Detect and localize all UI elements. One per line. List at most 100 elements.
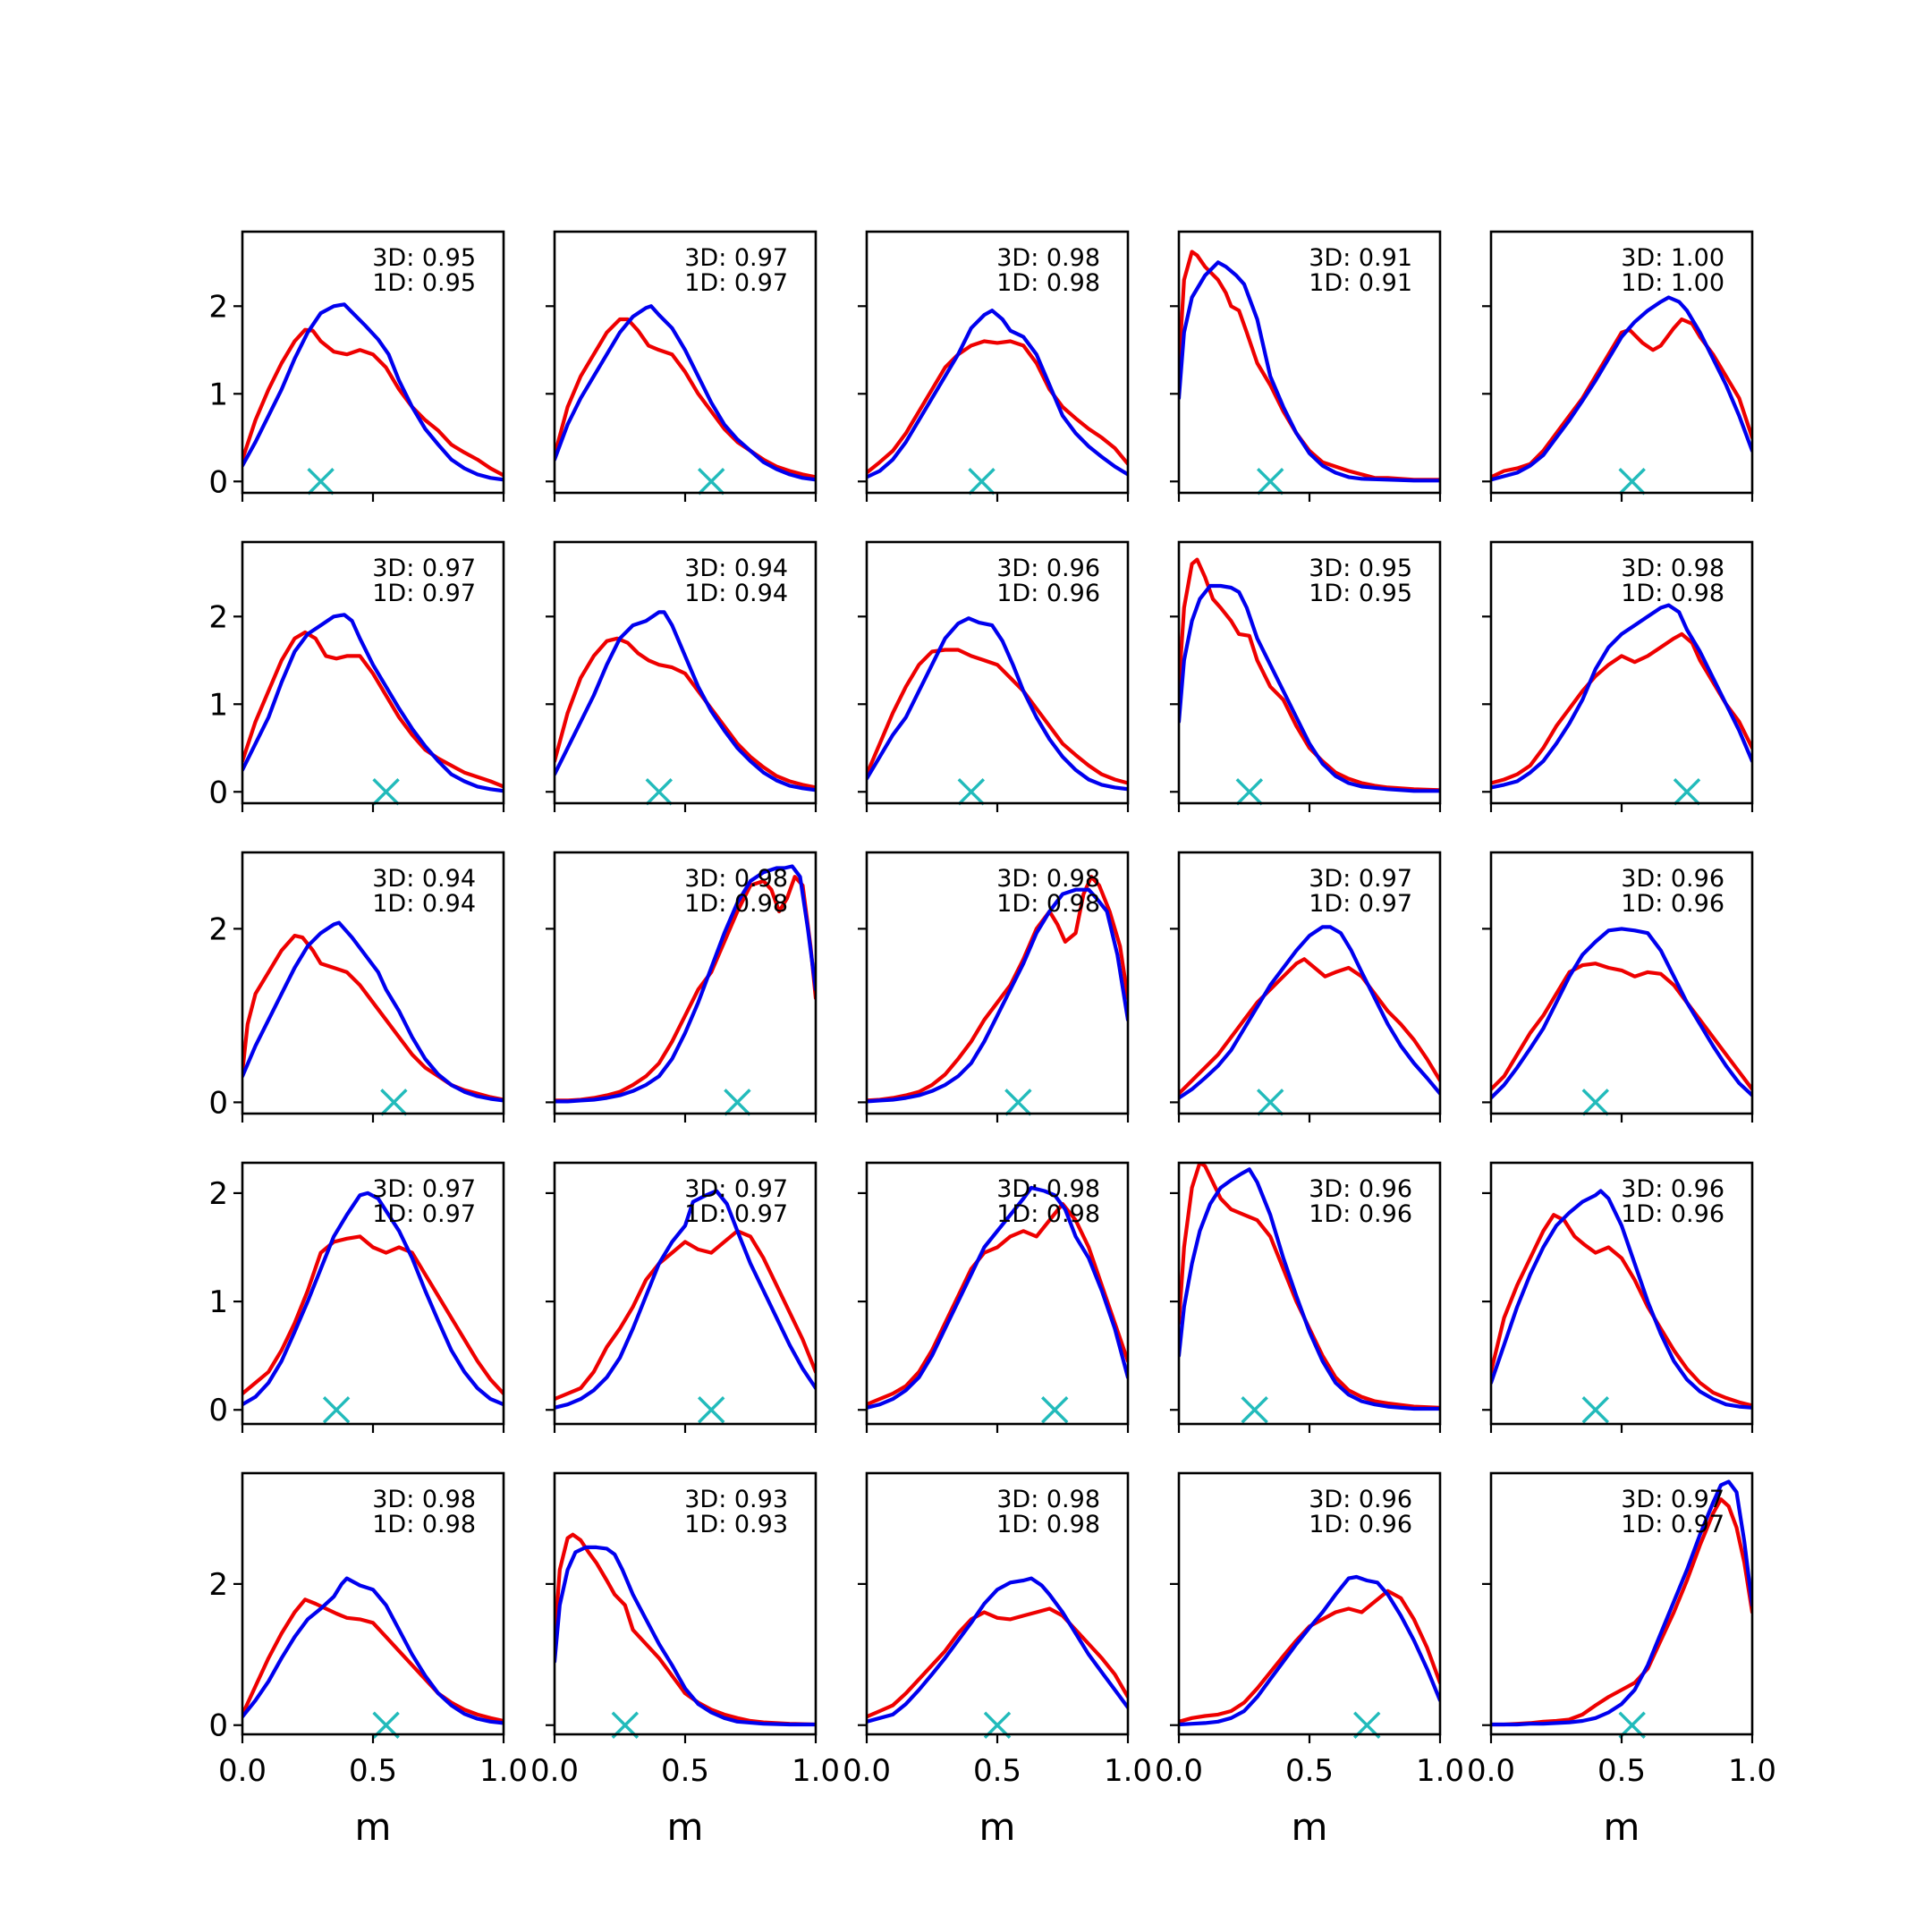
y-tick-label: 1 [208,377,228,412]
marker-x [724,1089,751,1116]
stat-1d-label: 1D: 0.94 [372,890,476,918]
stat-3d-label: 3D: 0.94 [684,555,788,582]
blue-curve [242,613,504,793]
x-tick-label: 0.5 [349,1753,397,1789]
stat-3d-label: 3D: 0.98 [372,1486,476,1513]
red-curve [1179,1163,1440,1410]
x-tick-label: 1.0 [479,1753,528,1789]
y-tick-label: 0 [208,464,228,500]
stat-1d-label: 1D: 0.97 [372,1200,476,1228]
stat-1d-label: 1D: 0.97 [1621,1511,1724,1538]
marker-x [380,1089,408,1116]
y-tick-label: 2 [208,1567,228,1603]
marker-x [645,778,674,806]
red-curve [867,1606,1128,1719]
stat-3d-label: 3D: 0.97 [372,555,476,582]
x-tick-label: 0.5 [973,1753,1021,1789]
blue-curve [867,616,1128,792]
stat-1d-label: 1D: 0.94 [684,580,788,607]
blue-curve [1491,295,1752,482]
red-curve [242,1234,504,1396]
marker-x [1241,1396,1268,1424]
marker-x [697,468,725,496]
stat-3d-label: 3D: 0.97 [684,244,788,272]
red-curve [867,1201,1128,1407]
marker-x [1004,1089,1032,1116]
y-tick-label: 0 [208,1085,228,1121]
x-tick-label: 1.0 [792,1753,840,1789]
stat-1d-label: 1D: 0.98 [996,269,1100,297]
blue-curve [555,610,816,792]
stat-3d-label: 3D: 0.98 [1621,555,1724,582]
blue-curve [242,1191,504,1407]
blue-curve [1179,260,1440,483]
marker-x [1581,1089,1610,1116]
x-axis-label: m [1292,1805,1328,1849]
blue-curve [1491,603,1752,790]
stat-3d-label: 3D: 0.98 [996,1486,1100,1513]
marker-x [1256,1089,1284,1116]
x-tick-label: 0.5 [1597,1753,1646,1789]
stat-3d-label: 3D: 0.96 [1309,1175,1412,1203]
marker-x [307,468,335,496]
red-curve [242,327,504,478]
stat-3d-label: 3D: 0.94 [372,865,476,893]
red-curve [1491,631,1752,785]
stat-3d-label: 3D: 1.00 [1621,244,1724,272]
y-tick-label: 1 [208,687,228,723]
marker-x [1581,1396,1610,1424]
red-curve [242,1597,504,1724]
stat-3d-label: 3D: 0.95 [372,244,476,272]
blue-curve [867,1576,1128,1724]
stat-3d-label: 3D: 0.97 [684,1175,788,1203]
stat-1d-label: 1D: 0.96 [1621,1200,1724,1228]
stat-1d-label: 1D: 0.98 [1621,580,1724,607]
stat-1d-label: 1D: 0.95 [372,269,476,297]
x-tick-label: 0.0 [843,1753,891,1789]
marker-x [1618,468,1646,496]
red-curve [555,1532,816,1727]
x-tick-label: 1.0 [1728,1753,1776,1789]
red-curve [867,648,1128,785]
stat-1d-label: 1D: 0.98 [372,1511,476,1538]
stat-3d-label: 3D: 0.96 [996,555,1100,582]
stat-3d-label: 3D: 0.96 [1309,1486,1412,1513]
x-axis-label: m [1604,1805,1640,1849]
stat-1d-label: 1D: 0.93 [684,1511,788,1538]
x-tick-label: 0.0 [1155,1753,1203,1789]
marker-x [1235,778,1264,806]
x-tick-label: 0.5 [661,1753,709,1789]
marker-x [1041,1396,1069,1424]
blue-curve [242,1576,504,1725]
stat-1d-label: 1D: 0.96 [1309,1511,1412,1538]
x-tick-label: 0.0 [218,1753,267,1789]
stat-3d-label: 3D: 0.98 [996,1175,1100,1203]
blue-curve [867,1185,1128,1410]
red-curve [1179,557,1440,792]
red-curve [1491,962,1752,1091]
marker-x [372,778,400,806]
stat-1d-label: 1D: 0.97 [684,269,788,297]
stat-3d-label: 3D: 0.98 [684,865,788,893]
y-tick-label: 0 [208,1393,228,1428]
stat-1d-label: 1D: 0.98 [684,890,788,918]
